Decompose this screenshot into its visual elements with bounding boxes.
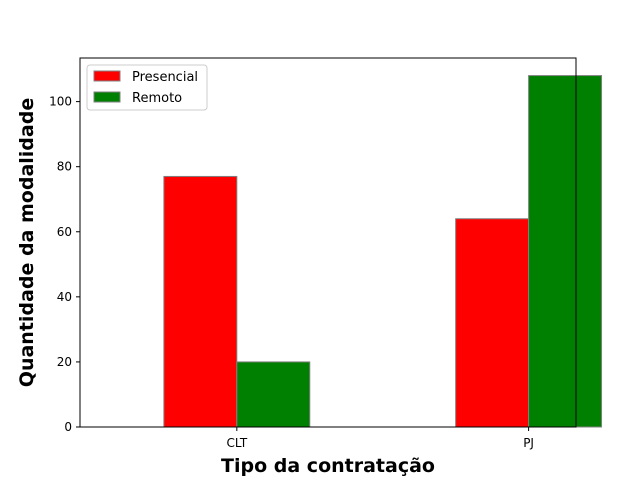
bars-group <box>163 75 603 428</box>
legend-label-presencial: Presencial <box>132 70 198 85</box>
bar-remoto-pj <box>528 75 603 428</box>
legend-label-remoto: Remoto <box>132 91 182 106</box>
y-tick-label: 60 <box>57 225 72 239</box>
legend-swatch-presencial <box>93 70 121 82</box>
y-tick-label: 40 <box>57 290 72 304</box>
plot-frame <box>79 57 577 428</box>
x-axis-ticks: CLT PJ <box>226 427 534 450</box>
y-axis-ticks: 0 20 40 60 80 100 <box>49 95 80 434</box>
bar-remoto-clt <box>236 361 311 428</box>
legend-swatch-remoto <box>93 91 121 103</box>
bar-presencial-pj <box>455 218 530 428</box>
y-tick-label: 0 <box>64 420 72 434</box>
x-axis-label: Tipo da contratação <box>221 455 435 477</box>
y-tick-label: 100 <box>49 95 72 109</box>
bar-presencial-clt <box>163 175 238 428</box>
y-axis-label: Quantidade da modalidade <box>16 98 38 387</box>
x-tick-label: CLT <box>226 436 247 450</box>
legend: Presencial Remoto <box>86 64 208 111</box>
x-tick-label: PJ <box>523 436 534 450</box>
y-tick-label: 20 <box>57 355 72 369</box>
y-tick-label: 80 <box>57 160 72 174</box>
